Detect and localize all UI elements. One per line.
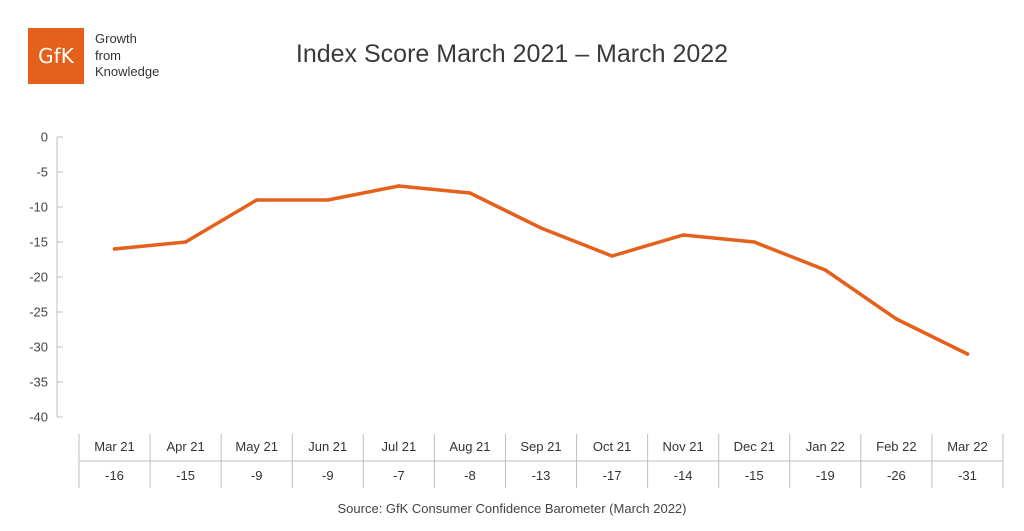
index-score-line (112, 184, 970, 356)
x-category-label: Feb 22 (876, 439, 916, 454)
data-point (681, 233, 685, 237)
data-value-label: -9 (251, 468, 263, 483)
y-tick-label: -40 (29, 410, 48, 425)
data-point (326, 198, 330, 202)
data-value-label: -17 (603, 468, 622, 483)
data-value-label: -8 (464, 468, 476, 483)
data-point (112, 247, 117, 251)
data-value-label: -16 (105, 468, 124, 483)
y-tick-label: -10 (29, 200, 48, 215)
data-value-label: -31 (958, 468, 977, 483)
x-category-label: Nov 21 (663, 439, 704, 454)
y-tick-label: 0 (41, 130, 48, 145)
data-value-label: -19 (816, 468, 835, 483)
x-category-label: Jun 21 (308, 439, 347, 454)
gfk-logo: GfK (28, 28, 84, 84)
y-tick-label: -20 (29, 270, 48, 285)
logo-tagline-line-1: Growth (95, 31, 137, 46)
data-point (894, 317, 899, 321)
y-tick-label: -35 (29, 375, 48, 390)
x-category-label: Oct 21 (593, 439, 631, 454)
x-category-label: Dec 21 (734, 439, 775, 454)
data-point (183, 240, 188, 244)
data-point (254, 198, 259, 202)
logo-tagline: Growth from Knowledge (95, 31, 159, 81)
y-tick-label: -25 (29, 305, 48, 320)
data-value-label: -26 (887, 468, 906, 483)
x-category-label: Mar 21 (94, 439, 134, 454)
data-point (823, 268, 828, 272)
logo-tagline-line-2: from (95, 47, 121, 63)
data-point (397, 184, 401, 188)
logo-mark: GfK (38, 44, 74, 68)
source-note: Source: GfK Consumer Confidence Baromete… (337, 501, 687, 516)
logo-tagline-line-3: Knowledge (95, 64, 160, 79)
data-point (539, 226, 543, 230)
data-value-label: -13 (532, 468, 551, 483)
data-value-label: -14 (674, 468, 693, 483)
x-category-label: Apr 21 (166, 439, 204, 454)
y-tick-label: -15 (29, 235, 48, 250)
data-value-label: -15 (176, 468, 195, 483)
x-category-label: Aug 21 (449, 439, 490, 454)
data-value-label: -7 (393, 468, 405, 483)
x-category-label: Jan 22 (806, 439, 845, 454)
data-value-label: -15 (745, 468, 764, 483)
data-point (610, 254, 614, 258)
data-point (468, 191, 472, 195)
x-category-label: Sep 21 (520, 439, 561, 454)
x-category-label: Jul 21 (381, 439, 416, 454)
chart-title: Index Score March 2021 – March 2022 (295, 40, 729, 68)
data-value-label: -9 (322, 468, 334, 483)
x-category-label: May 21 (235, 439, 278, 454)
data-point (965, 352, 970, 356)
y-tick-label: -30 (29, 340, 48, 355)
x-category-label: Mar 22 (947, 439, 987, 454)
y-tick-label: -5 (36, 165, 48, 180)
data-point (752, 240, 756, 244)
